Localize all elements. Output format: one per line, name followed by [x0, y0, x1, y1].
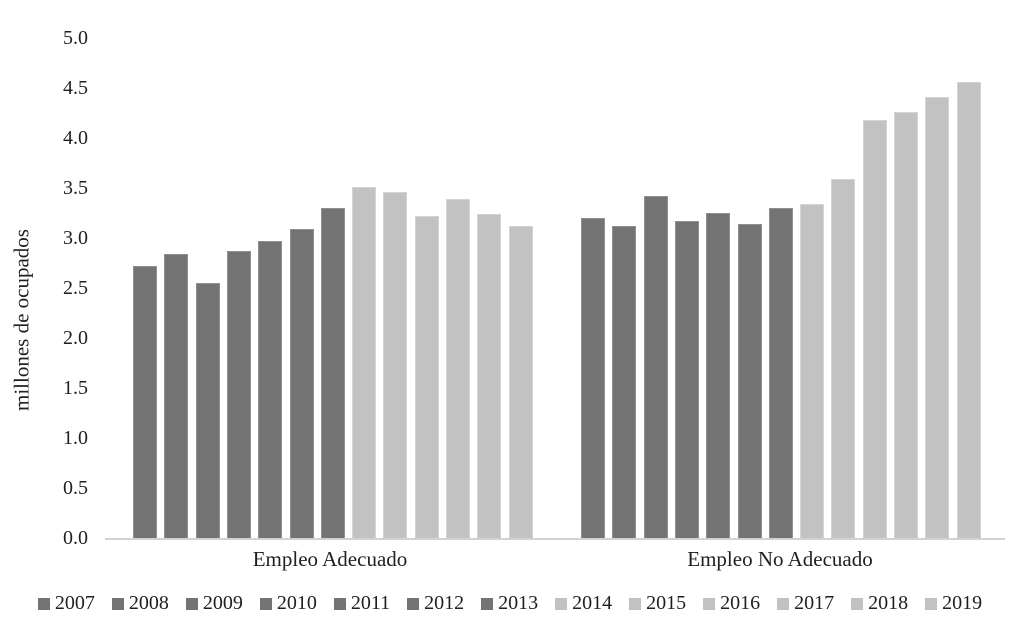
legend-label: 2017 [794, 592, 835, 614]
legend-swatch-icon [629, 597, 642, 610]
bar-empleo-adecuado-2007 [133, 266, 157, 538]
x-axis-line [105, 538, 1005, 540]
legend-label: 2010 [276, 592, 317, 614]
y-axis-title: millones de ocupados [9, 229, 34, 411]
bar-empleo-no-adecuado-2014 [800, 204, 824, 538]
bar-empleo-no-adecuado-2013 [769, 208, 793, 538]
legend-label: 2018 [868, 592, 909, 614]
bar-empleo-adecuado-2011 [258, 241, 282, 538]
bar-empleo-no-adecuado-2011 [706, 213, 730, 538]
legend-label: 2011 [350, 592, 391, 614]
legend-swatch-icon [111, 597, 124, 610]
legend-item-2012: 2012 [407, 592, 464, 615]
bar-empleo-no-adecuado-2018 [925, 97, 949, 538]
legend-swatch-icon [333, 597, 346, 610]
legend-swatch-icon [407, 597, 420, 610]
y-tick-label-2.5: 2.5 [63, 277, 88, 299]
y-tick-label-2.0: 2.0 [63, 327, 88, 349]
legend: 2007 2008 2009 2010 2011 2012 2013 2014 2015 2016… [0, 592, 1020, 615]
y-tick-label-4.0: 4.0 [63, 127, 88, 149]
bar-empleo-adecuado-2019 [509, 226, 533, 538]
bar-empleo-no-adecuado-2008 [612, 226, 636, 538]
bar-empleo-no-adecuado-2012 [738, 224, 762, 538]
category-label-empleo-adecuado: Empleo Adecuado [252, 547, 408, 571]
legend-label: 2015 [646, 592, 687, 614]
legend-label: 2014 [572, 592, 613, 614]
legend-item-2013: 2013 [481, 592, 538, 615]
legend-label: 2009 [202, 592, 243, 614]
legend-item-2019: 2019 [925, 592, 982, 615]
legend-swatch-icon [259, 597, 272, 610]
legend-label: 2012 [424, 592, 465, 614]
bar-empleo-adecuado-2018 [477, 214, 501, 538]
bar-empleo-adecuado-2017 [446, 199, 470, 538]
bar-empleo-no-adecuado-2010 [675, 221, 699, 538]
bar-empleo-no-adecuado-2015 [831, 179, 855, 538]
legend-item-2009: 2009 [185, 592, 243, 615]
legend-swatch-icon [703, 597, 716, 610]
legend-item-2015: 2015 [629, 592, 686, 615]
bar-empleo-adecuado-2012 [290, 229, 314, 538]
y-tick-label-3.0: 3.0 [63, 227, 88, 249]
legend-label: 2008 [128, 592, 169, 614]
bar-empleo-no-adecuado-2019 [957, 82, 981, 538]
bar-empleo-no-adecuado-2009 [644, 196, 668, 538]
category-label-empleo-no-adecuado: Empleo No Adecuado [687, 547, 873, 571]
legend-swatch-icon [925, 597, 938, 610]
legend-swatch-icon [851, 597, 864, 610]
legend-item-2007: 2007 [37, 592, 95, 615]
bar-empleo-adecuado-2013 [321, 208, 345, 538]
y-tick-label-3.5: 3.5 [63, 177, 88, 199]
bar-empleo-adecuado-2014 [352, 187, 376, 538]
legend-swatch-icon [555, 597, 568, 610]
legend-swatch-icon [481, 597, 494, 610]
legend-label: 2007 [54, 592, 95, 614]
bar-empleo-adecuado-2010 [227, 251, 251, 538]
legend-item-2010: 2010 [259, 592, 317, 615]
legend-item-2008: 2008 [111, 592, 169, 615]
y-tick-label-1.5: 1.5 [63, 377, 88, 399]
legend-item-2017: 2017 [777, 592, 834, 615]
bar-empleo-no-adecuado-2016 [863, 120, 887, 538]
bar-empleo-adecuado-2008 [164, 254, 188, 538]
y-tick-label-4.5: 4.5 [63, 77, 88, 99]
legend-swatch-icon [777, 597, 790, 610]
plot-area [105, 38, 1005, 540]
legend-swatch-icon [37, 597, 50, 610]
y-tick-label-0.5: 0.5 [63, 477, 88, 499]
legend-label: 2016 [720, 592, 761, 614]
y-tick-label-1.0: 1.0 [63, 427, 88, 449]
legend-swatch-icon [185, 597, 198, 610]
legend-item-2018: 2018 [851, 592, 908, 615]
legend-label: 2013 [498, 592, 539, 614]
y-tick-label-5.0: 5.0 [63, 27, 88, 49]
bar-empleo-no-adecuado-2007 [581, 218, 605, 538]
legend-item-2014: 2014 [555, 592, 612, 615]
bar-empleo-no-adecuado-2017 [894, 112, 918, 538]
y-tick-label-0.0: 0.0 [63, 527, 88, 549]
bar-empleo-adecuado-2009 [196, 283, 220, 538]
bar-empleo-adecuado-2015 [383, 192, 407, 538]
legend-item-2016: 2016 [703, 592, 760, 615]
bar-empleo-adecuado-2016 [415, 216, 439, 538]
legend-item-2011: 2011 [333, 592, 391, 615]
legend-label: 2019 [942, 592, 983, 614]
